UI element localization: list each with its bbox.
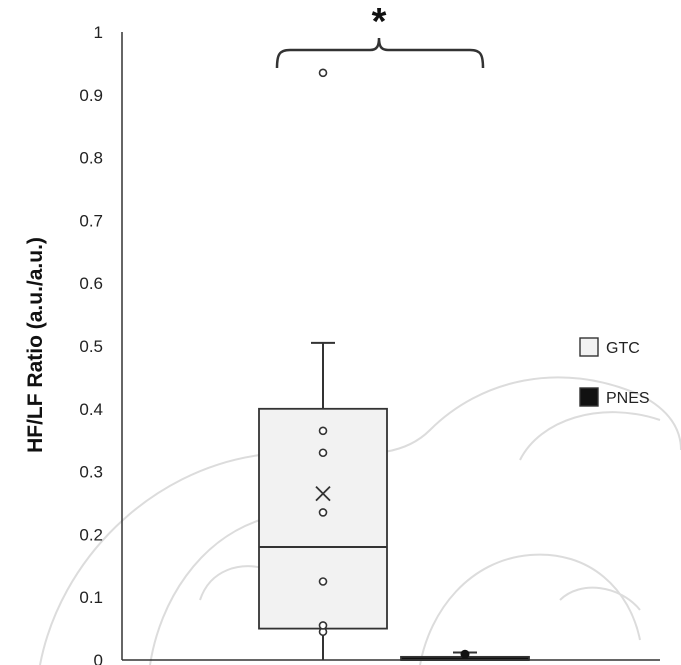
box-pnes	[400, 649, 530, 661]
y-tick-label: 0.1	[79, 588, 103, 607]
y-tick-label: 0.9	[79, 86, 103, 105]
mean-marker	[460, 649, 470, 659]
box-body	[258, 407, 388, 630]
y-tick-label: 0.4	[79, 400, 103, 419]
legend-swatch	[579, 387, 599, 407]
legend-item-pnes: PNES	[579, 387, 650, 407]
mean-marker	[315, 485, 331, 502]
legend-label: GTC	[606, 340, 640, 357]
box-plots	[258, 68, 530, 661]
data-point	[318, 577, 328, 586]
significance-asterisk: *	[372, 1, 387, 43]
legend-item-gtc: GTC	[579, 337, 640, 357]
data-point	[318, 426, 328, 436]
y-tick-labels: 0 0.1 0.2 0.3 0.4 0.5 0.6 0.7 0.8 0.9 1	[79, 23, 103, 665]
legend-swatch	[579, 337, 599, 357]
significance-bracket	[275, 37, 485, 69]
y-tick-label: 0.6	[79, 274, 103, 293]
data-point	[318, 448, 328, 458]
y-tick-label: 1	[94, 23, 103, 42]
legend: GTC PNES	[579, 337, 650, 407]
y-tick-label: 0.7	[79, 211, 103, 230]
legend-label: PNES	[606, 390, 650, 407]
data-point	[318, 508, 328, 517]
y-tick-label: 0.2	[79, 525, 103, 544]
data-point	[318, 68, 328, 78]
y-tick-label: 0.5	[79, 337, 103, 356]
data-point	[318, 621, 328, 630]
y-tick-label: 0.8	[79, 149, 103, 168]
box-gtc	[258, 68, 388, 660]
y-tick-label: 0	[94, 651, 103, 665]
y-axis-label: HF/LF Ratio (a.u./a.u.)	[24, 237, 47, 453]
y-tick-label: 0.3	[79, 463, 103, 482]
